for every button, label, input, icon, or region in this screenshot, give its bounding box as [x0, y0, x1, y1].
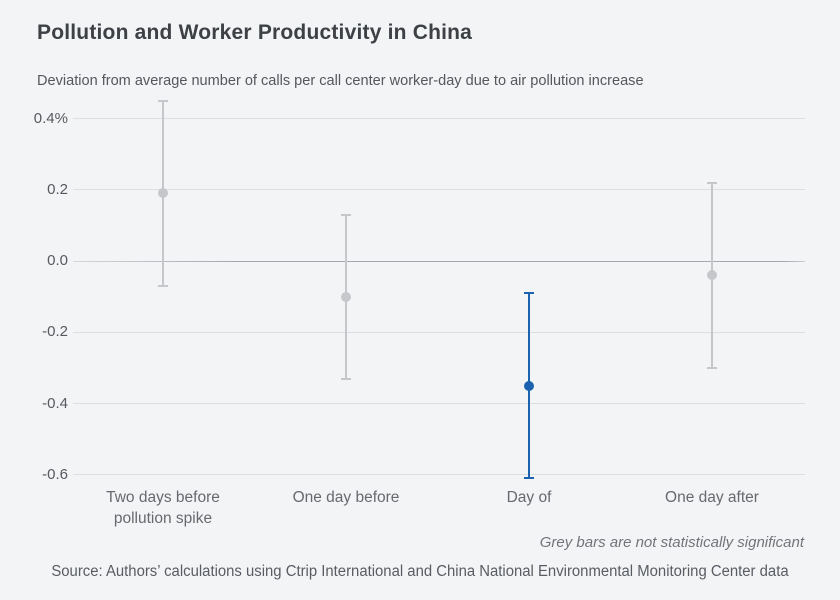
y-axis-tick-label: 0.0 [47, 252, 68, 269]
gridline [73, 403, 805, 404]
data-point [524, 380, 534, 391]
gridline [73, 189, 805, 191]
y-axis-tick-label: 0.2 [47, 180, 68, 198]
x-axis-category-label: One day after [665, 489, 759, 506]
data-point [341, 291, 351, 302]
gridline [73, 474, 805, 476]
chart-subtitle: Deviation from average number of calls p… [37, 72, 644, 89]
error-bar-cap-top [524, 292, 534, 295]
error-bar-cap-bottom [158, 284, 168, 287]
y-axis-tick-label: -0.2 [42, 323, 68, 341]
chart-title: Pollution and Worker Productivity in Chi… [37, 21, 473, 44]
x-axis-category-label: Day of [506, 489, 552, 506]
y-axis-tick-label: -0.6 [42, 465, 68, 483]
gridline [73, 331, 805, 333]
error-bar-cap-bottom [341, 377, 351, 380]
data-point [707, 270, 717, 281]
data-point [158, 188, 168, 199]
x-axis-category-label: One day before [292, 489, 400, 506]
significance-note: Grey bars are not statistically signific… [539, 534, 804, 551]
source-line: Source: Authors’ calculations using Ctri… [0, 563, 840, 581]
source-text: Source: Authors’ calculations using Ctri… [51, 563, 789, 580]
error-bar-cap-top [158, 99, 168, 102]
error-bar-cap-bottom [524, 477, 534, 480]
y-axis-tick-label: -0.4 [42, 394, 68, 412]
x-axis-category-label: Two days before pollution spike [106, 489, 220, 527]
gridline [73, 118, 805, 119]
zero-gridline [73, 260, 805, 262]
error-bar-cap-top [341, 213, 351, 216]
error-bar-cap-bottom [707, 366, 717, 369]
error-bar-cap-top [707, 181, 717, 184]
y-axis-tick-label: 0.4% [33, 109, 68, 127]
